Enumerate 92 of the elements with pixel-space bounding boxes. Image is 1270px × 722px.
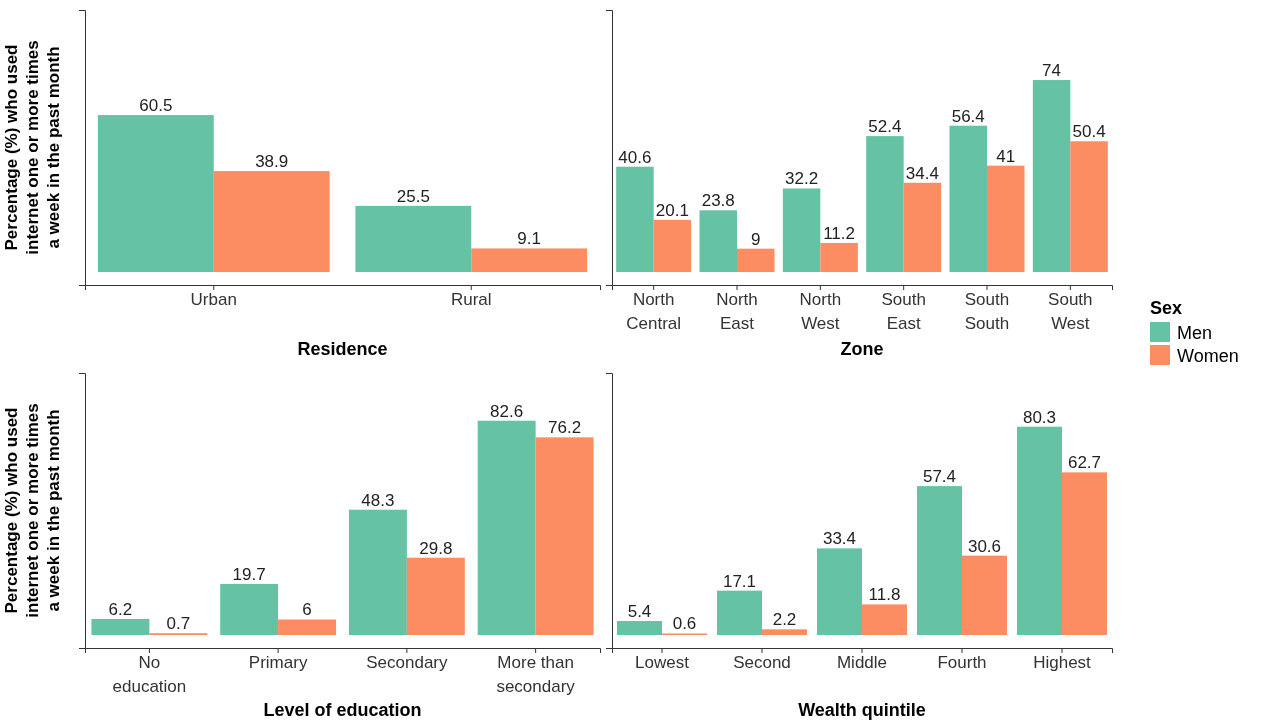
bar	[917, 486, 962, 636]
data-label: 38.9	[255, 152, 289, 172]
data-label: 11.2	[823, 223, 855, 243]
bar	[1070, 141, 1108, 273]
data-label: 40.6	[618, 147, 652, 167]
data-label: 60.5	[139, 96, 173, 116]
x-tick-label: Lowest	[635, 653, 690, 672]
bar	[962, 555, 1007, 636]
bar	[97, 115, 214, 273]
data-label: 0.7	[166, 614, 191, 634]
data-label: 41	[996, 146, 1016, 166]
data-label: 25.5	[396, 186, 430, 206]
bar	[782, 188, 821, 273]
x-axis-title: Zone	[840, 339, 884, 359]
y-axis-title: Percentage (%) who used internet one or more times a week in the past month	[2, 40, 63, 255]
bar	[355, 205, 472, 273]
data-label: 17.1	[722, 571, 757, 591]
bar	[1062, 472, 1107, 636]
bar	[1032, 80, 1071, 273]
x-axis-title: Residence	[297, 339, 388, 359]
data-label: 30.6	[967, 536, 1002, 556]
x-tick-label: Rural	[450, 290, 492, 309]
data-label: 5.4	[627, 602, 652, 622]
bar	[820, 242, 858, 273]
x-tick-label: Primary	[248, 653, 308, 672]
x-tick-label: North Central	[626, 290, 682, 333]
data-label: 2.2	[772, 610, 797, 630]
bar	[1017, 426, 1062, 636]
data-label: 56.4	[951, 106, 985, 126]
bar	[471, 248, 588, 273]
data-label: 0.6	[672, 614, 697, 634]
x-tick-label: South East	[881, 290, 926, 333]
x-tick-label: North West	[799, 290, 842, 333]
data-label: 11.8	[868, 585, 901, 605]
x-tick-label: Secondary	[366, 653, 449, 672]
bar	[616, 166, 654, 273]
bar	[949, 125, 987, 273]
bar	[278, 619, 337, 636]
bar	[866, 136, 904, 273]
data-label: 74	[1042, 61, 1062, 81]
bar	[406, 557, 465, 636]
data-label: 6	[302, 600, 312, 620]
x-axis-title: Wealth quintile	[798, 700, 926, 720]
bar	[903, 182, 942, 273]
data-label: 6.2	[108, 599, 133, 619]
data-label: 20.1	[655, 200, 689, 220]
data-label: 9	[751, 229, 761, 249]
data-label: 50.4	[1072, 122, 1106, 142]
bar	[737, 248, 775, 273]
bar	[987, 165, 1025, 273]
bar	[817, 548, 862, 636]
data-label: 82.6	[490, 401, 524, 421]
x-tick-label: More than secondary	[496, 653, 576, 696]
data-label: 80.3	[1022, 407, 1057, 427]
bar	[477, 420, 536, 636]
bar	[348, 509, 407, 636]
data-label: 19.7	[232, 564, 266, 584]
x-tick-label: Second	[733, 653, 791, 672]
bar	[535, 437, 594, 636]
data-label: 62.7	[1067, 453, 1102, 473]
data-label: 57.4	[922, 467, 957, 487]
bar	[617, 621, 662, 636]
data-label: 32.2	[785, 169, 819, 189]
bar	[862, 604, 907, 636]
bar	[220, 583, 279, 636]
legend-title: Sex	[1150, 298, 1183, 318]
data-label: 33.4	[822, 529, 857, 549]
x-tick-label: Fourth	[937, 653, 987, 672]
y-axis-title: Percentage (%) who used internet one or more times a week in the past month	[2, 403, 63, 618]
x-tick-label: South South	[964, 290, 1010, 333]
x-tick-label: Middle	[836, 653, 888, 672]
data-label: 76.2	[548, 418, 582, 438]
bar	[213, 171, 330, 273]
data-label: 34.4	[905, 163, 939, 183]
data-label: 23.8	[701, 191, 735, 211]
x-tick-label: North East	[716, 290, 758, 333]
data-label: 52.4	[868, 117, 902, 137]
x-axis-title: Level of education	[263, 700, 422, 720]
bar	[717, 590, 762, 636]
x-tick-label: South West	[1048, 290, 1093, 333]
legend-label: Women	[1177, 346, 1239, 366]
x-tick-label: Highest	[1033, 653, 1092, 672]
bar	[653, 219, 692, 273]
bar	[699, 210, 737, 273]
data-label: 9.1	[517, 229, 542, 249]
legend-label: Men	[1177, 323, 1213, 343]
x-tick-label: No education	[112, 653, 187, 696]
x-tick-label: Urban	[190, 290, 237, 309]
data-label: 29.8	[419, 538, 453, 558]
data-label: 48.3	[361, 490, 395, 510]
bar	[91, 618, 150, 636]
bar	[762, 629, 807, 636]
